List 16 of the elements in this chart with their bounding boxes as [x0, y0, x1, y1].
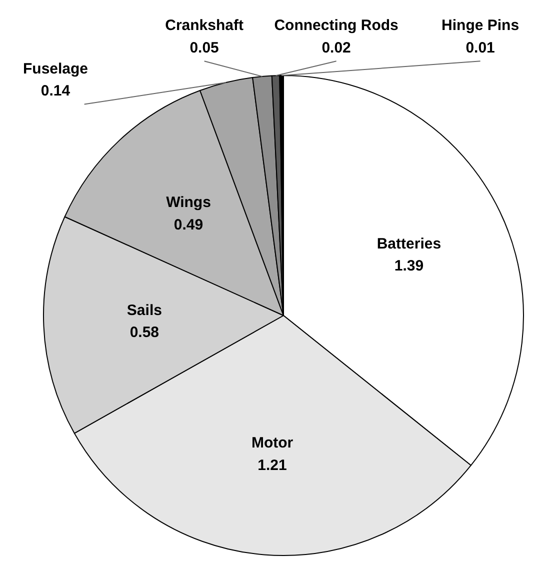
data-label: 0.01: [466, 39, 495, 56]
data-label: 0.05: [190, 39, 219, 56]
slice-label: Fuselage: [22, 60, 88, 78]
data-label: 0.02: [322, 39, 351, 56]
slice-label: Crankshaft: [165, 17, 244, 34]
data-label: 1.39: [394, 258, 424, 275]
data-label: 0.58: [130, 324, 160, 342]
slice-label: Connecting Rods: [274, 17, 398, 34]
slice-label: Hinge Pins: [442, 17, 520, 34]
data-label: 1.21: [258, 456, 287, 474]
slice-label: Wings: [166, 194, 211, 212]
slice-label: Batteries: [376, 236, 442, 253]
slice-label: Sails: [126, 302, 162, 320]
data-label: 0.14: [40, 82, 71, 100]
slice-label: Motor: [251, 434, 294, 452]
data-label: 0.49: [174, 216, 204, 234]
